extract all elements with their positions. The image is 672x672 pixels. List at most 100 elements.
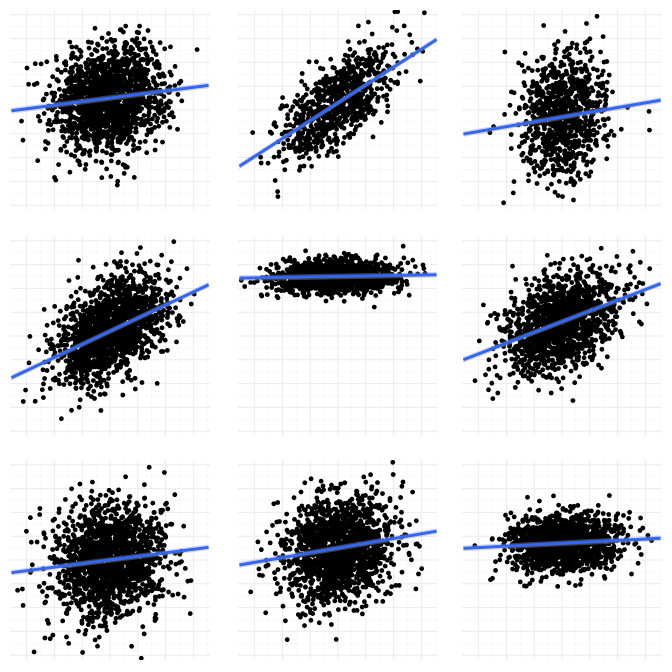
data-point: [82, 128, 88, 134]
data-point: [103, 261, 109, 267]
data-point: [110, 146, 115, 152]
data-point: [77, 312, 83, 317]
data-point: [342, 135, 347, 140]
data-point: [306, 156, 312, 161]
data-point: [345, 39, 351, 44]
data-point: [150, 342, 155, 348]
data-point: [126, 131, 131, 137]
data-point: [156, 276, 162, 281]
data-point: [117, 310, 123, 316]
data-point: [80, 81, 85, 86]
data-point: [161, 94, 167, 99]
data-point: [95, 343, 101, 349]
data-point: [362, 117, 368, 122]
data-point: [519, 63, 525, 68]
data-point: [114, 343, 120, 349]
data-point: [351, 66, 356, 72]
data-point: [320, 80, 325, 86]
data-point: [73, 323, 79, 329]
data-point: [167, 323, 173, 329]
data-point: [151, 295, 157, 301]
data-point: [150, 116, 155, 122]
data-point: [63, 118, 68, 124]
data-point: [349, 122, 354, 128]
data-point: [69, 124, 75, 130]
data-point: [63, 59, 68, 65]
data-point: [143, 46, 149, 52]
data-point: [150, 329, 156, 335]
data-point: [84, 372, 90, 377]
data-point: [111, 350, 117, 356]
data-point: [567, 146, 573, 152]
data-point: [522, 83, 528, 89]
data-point: [77, 92, 83, 98]
data-point: [148, 323, 154, 329]
data-point: [543, 152, 549, 158]
data-point: [540, 131, 546, 137]
data-point: [120, 162, 126, 168]
data-point: [74, 137, 80, 143]
data-point: [594, 130, 600, 136]
data-point: [543, 96, 549, 102]
data-point: [553, 119, 559, 124]
data-point: [329, 91, 335, 96]
panel-3: [462, 10, 662, 210]
data-point: [569, 40, 575, 46]
data-point: [358, 77, 363, 83]
data-point: [537, 100, 543, 106]
data-point: [545, 136, 550, 142]
data-point: [82, 328, 88, 334]
data-point: [344, 110, 350, 116]
data-point: [571, 140, 577, 145]
data-point: [299, 98, 304, 104]
data-point: [511, 90, 517, 96]
data-point: [100, 277, 106, 283]
data-point: [49, 90, 55, 96]
data-point: [133, 62, 139, 68]
data-point: [346, 58, 352, 63]
data-point: [540, 140, 546, 146]
data-point: [366, 110, 371, 116]
data-point: [94, 134, 99, 140]
data-point: [54, 77, 60, 82]
data-point: [74, 378, 79, 383]
data-point: [69, 44, 75, 50]
data-point: [155, 271, 161, 277]
data-point: [280, 104, 286, 109]
data-point: [583, 95, 589, 101]
data-point: [258, 154, 263, 160]
data-point: [552, 67, 557, 73]
data-point: [111, 59, 117, 65]
data-point: [103, 283, 109, 289]
data-point: [606, 132, 611, 138]
data-point: [606, 72, 612, 78]
data-point: [73, 44, 79, 50]
data-point: [577, 50, 583, 56]
data-point: [600, 68, 606, 74]
data-point: [366, 19, 371, 25]
data-point: [288, 145, 293, 151]
data-point: [153, 52, 159, 57]
data-point: [66, 85, 72, 91]
data-point: [145, 354, 151, 360]
data-point: [100, 346, 106, 352]
data-point: [328, 115, 334, 120]
data-point: [157, 40, 163, 46]
data-point: [91, 378, 96, 383]
data-point: [137, 310, 142, 316]
data-point: [553, 126, 559, 132]
data-point: [133, 125, 139, 131]
data-point: [124, 56, 130, 61]
data-point: [74, 130, 80, 136]
data-point: [523, 131, 529, 137]
data-point: [61, 135, 66, 141]
data-point: [44, 338, 50, 343]
data-point: [303, 137, 308, 143]
data-point: [67, 69, 73, 75]
data-point: [321, 95, 326, 100]
data-point: [82, 288, 88, 294]
data-point: [153, 320, 158, 326]
data-point: [318, 120, 324, 126]
panel-4: [10, 236, 210, 436]
data-point: [561, 80, 566, 85]
